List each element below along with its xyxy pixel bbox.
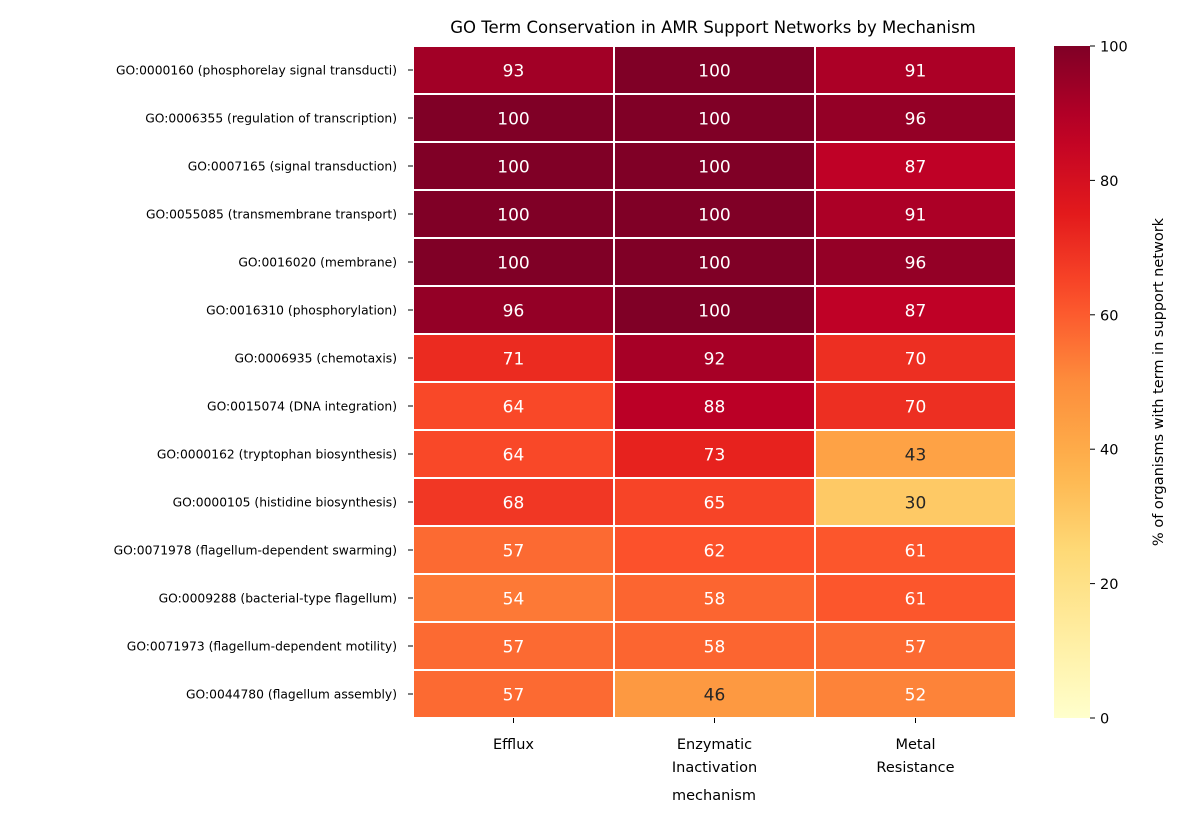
heatmap-cell bbox=[814, 381, 1017, 431]
cell-value: 71 bbox=[503, 350, 525, 370]
cell-value: 91 bbox=[905, 206, 927, 226]
cell-value: 100 bbox=[698, 110, 730, 130]
row-label: GO:0016020 (membrane) bbox=[238, 256, 397, 270]
cell-value: 100 bbox=[698, 62, 730, 82]
row-label: GO:0015074 (DNA integration) bbox=[207, 400, 397, 414]
cell-value: 91 bbox=[905, 62, 927, 82]
cell-value: 62 bbox=[704, 542, 726, 562]
heatmap-cell bbox=[412, 333, 615, 383]
row-label: GO:0000160 (phosphorelay signal transduc… bbox=[116, 64, 397, 78]
cell-value: 100 bbox=[698, 158, 730, 178]
x-axis-label: mechanism bbox=[672, 788, 756, 804]
cell-value: 30 bbox=[905, 494, 927, 514]
chart-title: GO Term Conservation in AMR Support Netw… bbox=[450, 18, 976, 37]
colorbar-tick-label: 0 bbox=[1100, 712, 1109, 728]
cell-value: 100 bbox=[497, 110, 529, 130]
cell-value: 61 bbox=[905, 542, 927, 562]
heatmap-cell bbox=[412, 669, 615, 719]
colorbar-tick-label: 100 bbox=[1100, 40, 1128, 56]
heatmap-cell bbox=[814, 189, 1017, 239]
heatmap-cell bbox=[814, 429, 1017, 479]
colorbar-tick-label: 40 bbox=[1100, 443, 1118, 459]
colorbar-ticks: 0 20 40 60 80 100 bbox=[1090, 40, 1128, 728]
cell-value: 96 bbox=[905, 254, 927, 274]
heatmap-cell bbox=[412, 525, 615, 575]
cell-value: 52 bbox=[905, 686, 927, 706]
heatmap-cell bbox=[412, 189, 615, 239]
cell-value: 57 bbox=[503, 638, 525, 658]
heatmap-cell bbox=[412, 381, 615, 431]
cell-value: 61 bbox=[905, 590, 927, 610]
row-labels: GO:0000160 (phosphorelay signal transduc… bbox=[114, 64, 413, 702]
heatmap-cell bbox=[613, 45, 816, 95]
heatmap-cell bbox=[613, 141, 816, 191]
heatmap-cell bbox=[613, 477, 816, 527]
cell-value: 100 bbox=[497, 206, 529, 226]
heatmap-cell bbox=[814, 285, 1017, 335]
cell-value: 70 bbox=[905, 398, 927, 418]
cell-value: 58 bbox=[704, 638, 726, 658]
cell-value: 58 bbox=[704, 590, 726, 610]
cell-value: 70 bbox=[905, 350, 927, 370]
row-label: GO:0055085 (transmembrane transport) bbox=[146, 208, 397, 222]
heatmap-cell bbox=[814, 93, 1017, 143]
cell-value: 68 bbox=[503, 494, 525, 514]
row-label: GO:0006355 (regulation of transcription) bbox=[145, 112, 397, 126]
colorbar-tick-label: 20 bbox=[1100, 577, 1118, 593]
column-label: Enzymatic Inactivation bbox=[672, 737, 757, 776]
column-label: Efflux bbox=[493, 737, 534, 753]
heatmap-cell bbox=[814, 621, 1017, 671]
cell-value: 88 bbox=[704, 398, 726, 418]
cell-value: 100 bbox=[497, 254, 529, 274]
row-label: GO:0071978 (flagellum-dependent swarming… bbox=[114, 544, 397, 558]
row-label: GO:0000162 (tryptophan biosynthesis) bbox=[157, 448, 397, 462]
cell-value: 100 bbox=[698, 254, 730, 274]
row-label: GO:0071973 (flagellum-dependent motility… bbox=[127, 640, 397, 654]
cell-value: 64 bbox=[503, 398, 525, 418]
row-label: GO:0044780 (flagellum assembly) bbox=[186, 688, 397, 702]
cell-value: 46 bbox=[704, 686, 726, 706]
cell-value: 54 bbox=[503, 590, 525, 610]
row-label: GO:0000105 (histidine biosynthesis) bbox=[173, 496, 397, 510]
colorbar-tick-label: 60 bbox=[1100, 308, 1118, 324]
cell-value: 100 bbox=[497, 158, 529, 178]
cell-value: 93 bbox=[503, 62, 525, 82]
heatmap-cell bbox=[613, 333, 816, 383]
row-label: GO:0007165 (signal transduction) bbox=[188, 160, 397, 174]
cell-value: 92 bbox=[704, 350, 726, 370]
row-label: GO:0009288 (bacterial-type flagellum) bbox=[159, 592, 397, 606]
cell-value: 87 bbox=[905, 302, 927, 322]
cell-value: 43 bbox=[905, 446, 927, 466]
heatmap-cell bbox=[814, 573, 1017, 623]
heatmap-cell bbox=[613, 381, 816, 431]
heatmap-cell bbox=[412, 621, 615, 671]
heatmap-cell bbox=[814, 333, 1017, 383]
column-labels: Efflux Enzymatic Inactivation Metal Resistan… bbox=[493, 718, 955, 776]
cell-value: 87 bbox=[905, 158, 927, 178]
row-label: GO:0006935 (chemotaxis) bbox=[235, 352, 397, 366]
colorbar-label: % of organisms with term in support netw… bbox=[1151, 217, 1167, 546]
cell-value: 100 bbox=[698, 206, 730, 226]
cell-value: 57 bbox=[503, 542, 525, 562]
heatmap-cell bbox=[814, 669, 1017, 719]
heatmap-cell bbox=[412, 477, 615, 527]
column-label: Metal Resistance bbox=[876, 737, 954, 776]
heatmap-cell bbox=[613, 285, 816, 335]
row-label: GO:0016310 (phosphorylation) bbox=[206, 304, 397, 318]
heatmap-cell bbox=[613, 237, 816, 287]
cell-value: 57 bbox=[503, 686, 525, 706]
cell-value: 65 bbox=[704, 494, 726, 514]
colorbar-tick-label: 80 bbox=[1100, 174, 1118, 190]
cell-value: 100 bbox=[698, 302, 730, 322]
colorbar bbox=[1054, 46, 1090, 718]
heatmap-cell bbox=[814, 477, 1017, 527]
heatmap-cell bbox=[814, 525, 1017, 575]
cell-value: 73 bbox=[704, 446, 726, 466]
heatmap-cells: 93 100 91 100 100 96 100 100 87 100 100 91 100 100 96 9… bbox=[412, 45, 1017, 719]
cell-value: 96 bbox=[905, 110, 927, 130]
cell-value: 57 bbox=[905, 638, 927, 658]
cell-value: 96 bbox=[503, 302, 525, 322]
cell-value: 64 bbox=[503, 446, 525, 466]
